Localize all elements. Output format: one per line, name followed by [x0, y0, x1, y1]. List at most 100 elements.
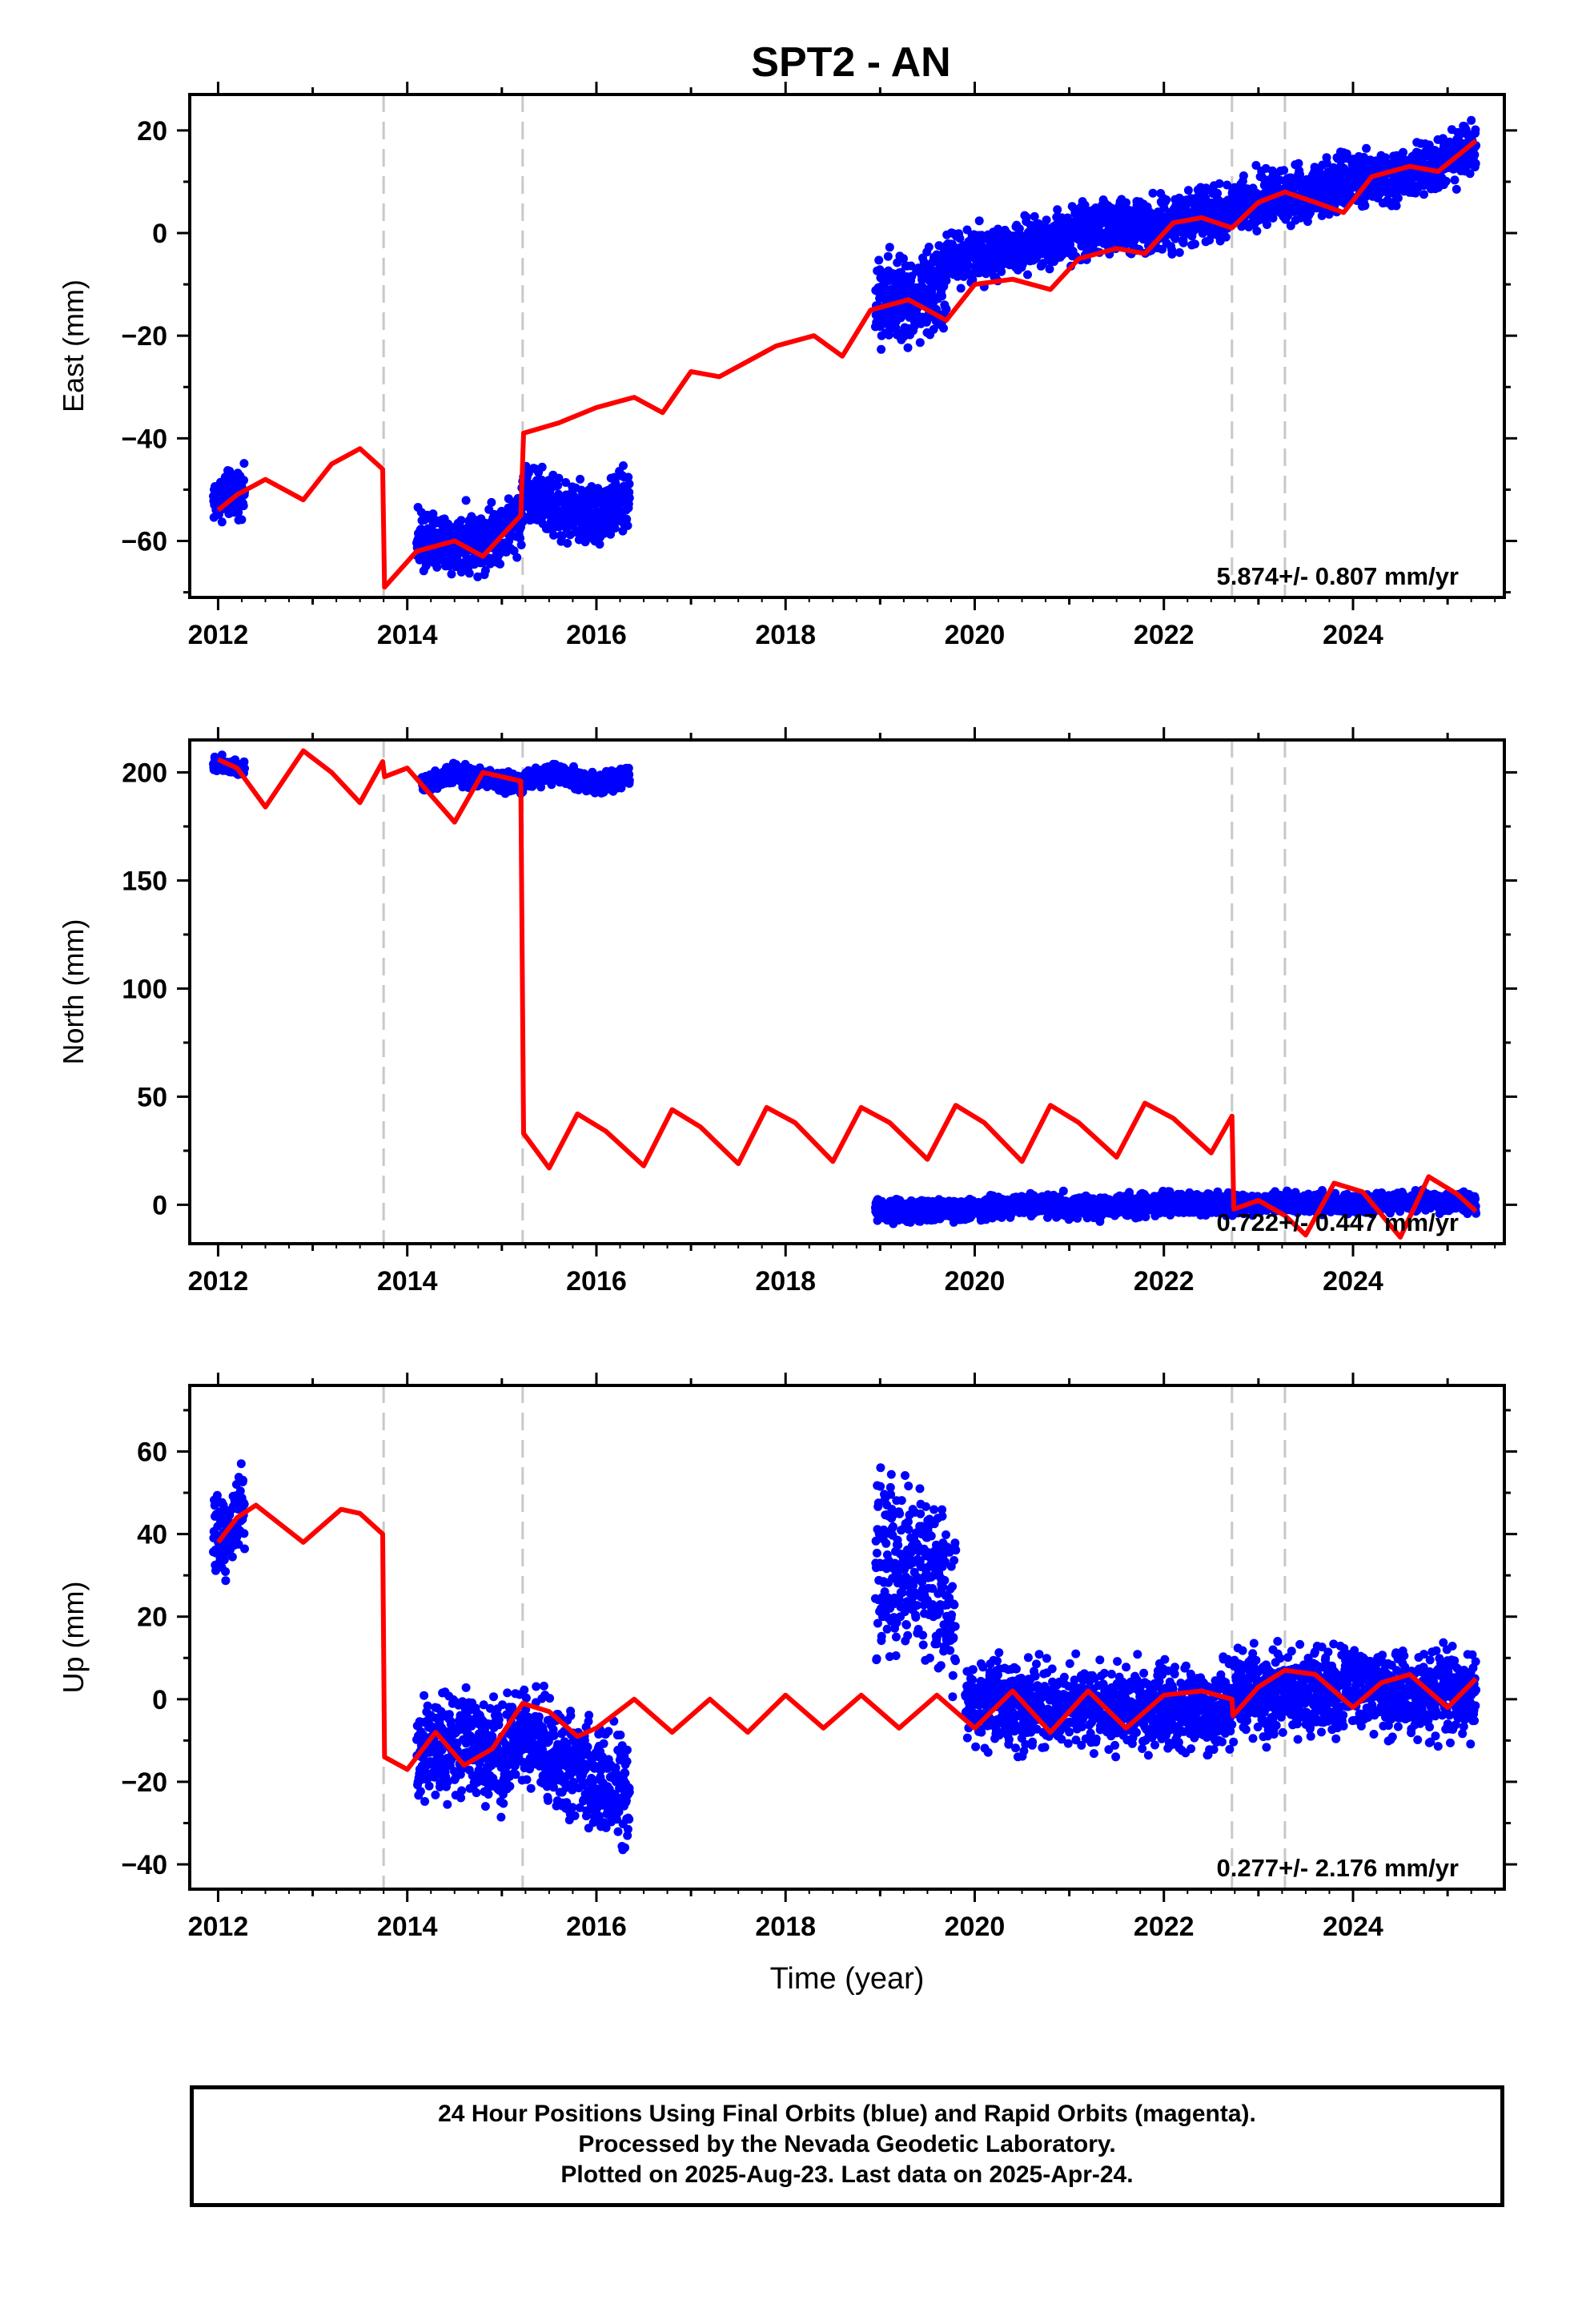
data-point — [217, 750, 227, 760]
data-point — [624, 472, 633, 482]
data-point — [942, 304, 951, 314]
data-points — [209, 115, 1481, 581]
data-point — [516, 533, 525, 543]
y-tick-label: 0 — [152, 219, 167, 249]
data-point — [1441, 176, 1451, 186]
data-point — [1042, 215, 1051, 225]
data-point — [1023, 270, 1032, 279]
data-point — [549, 530, 558, 540]
x-tick-label: 2012 — [188, 620, 249, 650]
data-point — [1170, 234, 1180, 243]
data-point — [1322, 159, 1331, 168]
data-point — [512, 553, 522, 562]
data-point — [1252, 227, 1262, 235]
data-point — [1295, 170, 1305, 179]
data-point — [1438, 134, 1447, 143]
data-point — [557, 531, 567, 541]
data-point — [1030, 211, 1039, 221]
data-point — [624, 493, 634, 503]
data-point — [885, 243, 894, 252]
data-point — [1471, 125, 1480, 135]
x-tick-label: 2020 — [945, 620, 1006, 650]
data-point — [1162, 195, 1171, 204]
data-point — [1399, 147, 1407, 157]
plot-area — [209, 740, 1481, 1244]
data-point — [622, 514, 632, 524]
data-point — [234, 508, 243, 517]
data-point — [624, 776, 634, 785]
data-point — [1452, 184, 1461, 194]
data-point — [217, 517, 227, 527]
data-point — [624, 763, 633, 773]
data-point — [432, 562, 442, 572]
data-point — [877, 344, 886, 354]
data-point — [509, 546, 519, 556]
data-point — [1221, 232, 1231, 242]
chart-title: SPT2 - AN — [751, 39, 950, 86]
data-point — [962, 225, 972, 235]
data-point — [487, 497, 496, 507]
x-tick-label: 2022 — [1134, 620, 1195, 650]
data-point — [1215, 179, 1224, 188]
data-point — [428, 509, 438, 519]
data-point — [915, 338, 925, 348]
y-tick-label: 20 — [137, 116, 167, 147]
data-point — [906, 261, 916, 271]
data-point — [956, 283, 966, 293]
data-point — [884, 330, 893, 340]
data-point — [1306, 208, 1315, 218]
data-point — [496, 559, 505, 569]
data-point — [623, 521, 632, 530]
data-point — [1167, 249, 1177, 259]
data-point — [1213, 188, 1223, 198]
data-point — [576, 474, 585, 484]
data-point — [1391, 201, 1401, 211]
data-point — [1362, 143, 1371, 153]
data-point — [464, 569, 474, 578]
data-point — [903, 343, 913, 352]
x-tick-label: 2024 — [1323, 620, 1383, 650]
data-point — [1178, 238, 1188, 247]
data-point — [239, 501, 248, 511]
data-point — [537, 475, 546, 485]
plot-area — [209, 94, 1481, 597]
data-point — [1471, 159, 1480, 168]
data-point — [1223, 180, 1232, 190]
data-point — [1045, 264, 1054, 274]
data-point — [1148, 188, 1158, 198]
data-point — [516, 541, 526, 549]
data-point — [883, 251, 893, 261]
data-point — [473, 572, 483, 581]
data-point — [1470, 150, 1480, 159]
data-point — [964, 261, 974, 271]
data-point — [480, 565, 490, 575]
data-point — [968, 275, 978, 284]
time-series-figure: SPT2 - AN 2012 2014 2016 2018 2020 2022 2024−6… — [57, 39, 1517, 1996]
data-point — [239, 476, 248, 485]
data-point — [595, 540, 604, 549]
data-point — [1465, 169, 1475, 179]
data-point — [899, 254, 908, 263]
data-point — [1122, 198, 1131, 207]
data-point — [461, 496, 471, 505]
north-panel: 2012 2014 2016 2018 2020 2022 2024050100150200… — [57, 727, 1517, 1297]
data-point — [1239, 171, 1248, 180]
axes-frame — [188, 93, 1506, 599]
x-tick-label: 2016 — [566, 620, 627, 650]
data-point — [874, 255, 884, 265]
data-point — [553, 480, 563, 490]
data-points — [209, 750, 1481, 1228]
data-point — [1268, 213, 1278, 223]
data-point — [1450, 175, 1460, 185]
data-point — [563, 538, 572, 548]
y-tick-label: −60 — [121, 527, 167, 557]
velocity-rate-label: 5.874+/- 0.807 mm/yr — [1217, 562, 1459, 590]
data-point — [1174, 247, 1184, 257]
data-point — [1251, 161, 1261, 170]
data-point — [240, 764, 249, 773]
data-point — [1191, 239, 1199, 249]
data-point — [456, 516, 466, 525]
data-point — [447, 569, 456, 579]
data-point — [1263, 220, 1271, 229]
data-point — [239, 459, 249, 468]
